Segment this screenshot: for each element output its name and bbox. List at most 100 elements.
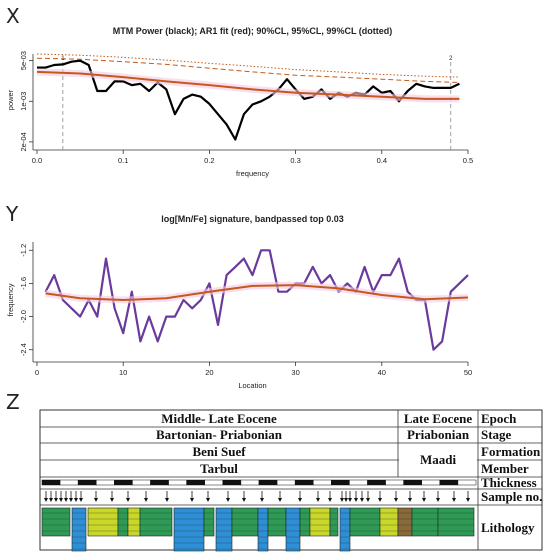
mtm-power-chart: MTM Power (black); AR1 fit (red); 90%CL,… <box>6 26 473 178</box>
thickness-scale-segment <box>150 479 169 486</box>
sample-arrow-head <box>466 498 470 502</box>
strat-row-2-left: Bartonian- Priabonian <box>155 427 283 442</box>
thickness-scale-segment <box>204 479 224 486</box>
sample-arrow-head <box>226 498 230 502</box>
lithology-block-green <box>267 507 287 537</box>
lithology-block-green <box>231 507 259 537</box>
sample-arrow-head <box>394 498 398 502</box>
chart-x-x-tick-label: 0.1 <box>118 156 128 165</box>
chart-x-x-tick-label: 0.0 <box>32 156 42 165</box>
thickness-scale-segment <box>349 479 368 486</box>
sample-arrow-head <box>278 498 282 502</box>
sample-arrow-head <box>54 498 58 502</box>
thickness-scale-segment <box>385 479 404 486</box>
thickness-scale-segment <box>77 479 97 486</box>
chart-y-series-1 <box>44 249 469 351</box>
thickness-scale-segment <box>403 479 422 486</box>
strat-row-1-right: Late Eocene <box>403 410 473 426</box>
lithology-block-blue <box>71 507 87 552</box>
sample-arrow-head <box>110 498 114 502</box>
thickness-scale-segment <box>96 479 115 486</box>
chart-y-y-tick-label: -1.2 <box>19 244 28 257</box>
lithology-block-blue <box>215 507 233 552</box>
strat-row-3-label: Formation <box>481 443 541 459</box>
chart-y-x-tick-label: 10 <box>119 368 127 377</box>
chart-y-x-tick-label: 30 <box>291 368 299 377</box>
panel-x-letter: X <box>6 4 20 28</box>
lithology-block-green <box>349 507 381 537</box>
sample-arrow-head <box>328 498 332 502</box>
lithology-block-blue <box>257 507 269 552</box>
chart-x-y-label: power <box>6 89 15 110</box>
chart-x-x-label: frequency <box>236 169 269 178</box>
thickness-scale-segment <box>313 479 332 486</box>
chart-x-series-2 <box>36 70 460 100</box>
strat-row-3-right: Maadi <box>419 452 457 467</box>
lithology-block-green <box>329 507 339 537</box>
sample-arrow-head <box>408 498 412 502</box>
sample-arrow-head <box>340 498 344 502</box>
thickness-label: Thickness <box>481 475 537 490</box>
sample-arrow-head <box>94 498 98 502</box>
chart-x-y-tick-label: 1e-03 <box>19 92 28 111</box>
chart-y-y-tick-label: -2.4 <box>19 343 28 356</box>
strat-row-1-label: Epoch <box>481 410 517 426</box>
thickness-scale-segment <box>258 479 278 486</box>
sample-arrow-head <box>165 498 169 502</box>
lithology-block-yellow <box>127 507 141 537</box>
sample-arrow-head <box>422 498 426 502</box>
strat-row-2-label: Stage <box>481 427 512 442</box>
sample-arrow-head <box>298 498 302 502</box>
sample-arrow-head <box>436 498 440 502</box>
lithology-block-blue <box>173 507 205 552</box>
lithology-block-green <box>203 507 215 537</box>
chart-y-x-tick-label: 50 <box>464 368 472 377</box>
chart-y-y-tick-label: -1.6 <box>19 277 28 290</box>
thickness-scale-segment <box>222 479 242 486</box>
thickness-scale-segment <box>276 479 296 486</box>
lithology-block-green <box>41 507 71 537</box>
strat-row-4-label: Member <box>481 460 529 476</box>
sample-arrow-head <box>366 498 370 502</box>
lithology-label: Lithology <box>481 519 535 535</box>
strat-row-4-left: Tarbul <box>200 460 238 476</box>
chart-x-x-tick-label: 0.3 <box>290 156 300 165</box>
sample-arrow-head <box>59 498 63 502</box>
sample-arrow-head <box>348 498 352 502</box>
chart-y-series-2 <box>45 284 469 301</box>
strat-row-1-left: Middle- Late Eocene <box>161 410 277 426</box>
thickness-scale-segment <box>114 479 133 486</box>
thickness-scale-segment <box>41 479 61 486</box>
sample-arrow-head <box>316 498 320 502</box>
mn-fe-signature-chart: log[Mn/Fe] signature, bandpassed top 0.0… <box>6 214 472 390</box>
lithology-block-green <box>299 507 311 537</box>
chart-y-x-tick-label: 40 <box>378 368 386 377</box>
chart-x-x-tick-label: 0.5 <box>463 156 473 165</box>
thickness-scale-segment <box>186 479 206 486</box>
chart-x-y-tick-label: 2e-04 <box>19 132 28 151</box>
sample-arrow-head <box>126 498 130 502</box>
lithology-block-yellow <box>87 507 119 537</box>
lithology-block-green <box>411 507 439 537</box>
chart-y-x-label: Location <box>238 381 266 390</box>
lithology-block-yellow <box>379 507 399 537</box>
panel-z-letter: Z <box>6 390 20 414</box>
thickness-scale-segment <box>59 479 79 486</box>
thickness-scale-segment <box>331 479 350 486</box>
sample-arrow-head <box>74 498 78 502</box>
thickness-scale-segment <box>457 479 477 486</box>
sample-label: Sample no. <box>481 489 543 504</box>
sample-arrow-head <box>144 498 148 502</box>
lithology-block-blue <box>339 507 351 552</box>
chart-y-x-tick-label: 0 <box>35 368 39 377</box>
lithology-block-blue <box>285 507 301 552</box>
thickness-scale-segment <box>421 479 441 486</box>
chart-x-x-tick-label: 0.2 <box>204 156 214 165</box>
lithology-block-green <box>437 507 475 537</box>
sample-arrow-head <box>190 498 194 502</box>
chart-y-y-label: frequency <box>6 283 15 316</box>
thickness-scale-segment <box>367 479 386 486</box>
sample-arrow-head <box>452 498 456 502</box>
